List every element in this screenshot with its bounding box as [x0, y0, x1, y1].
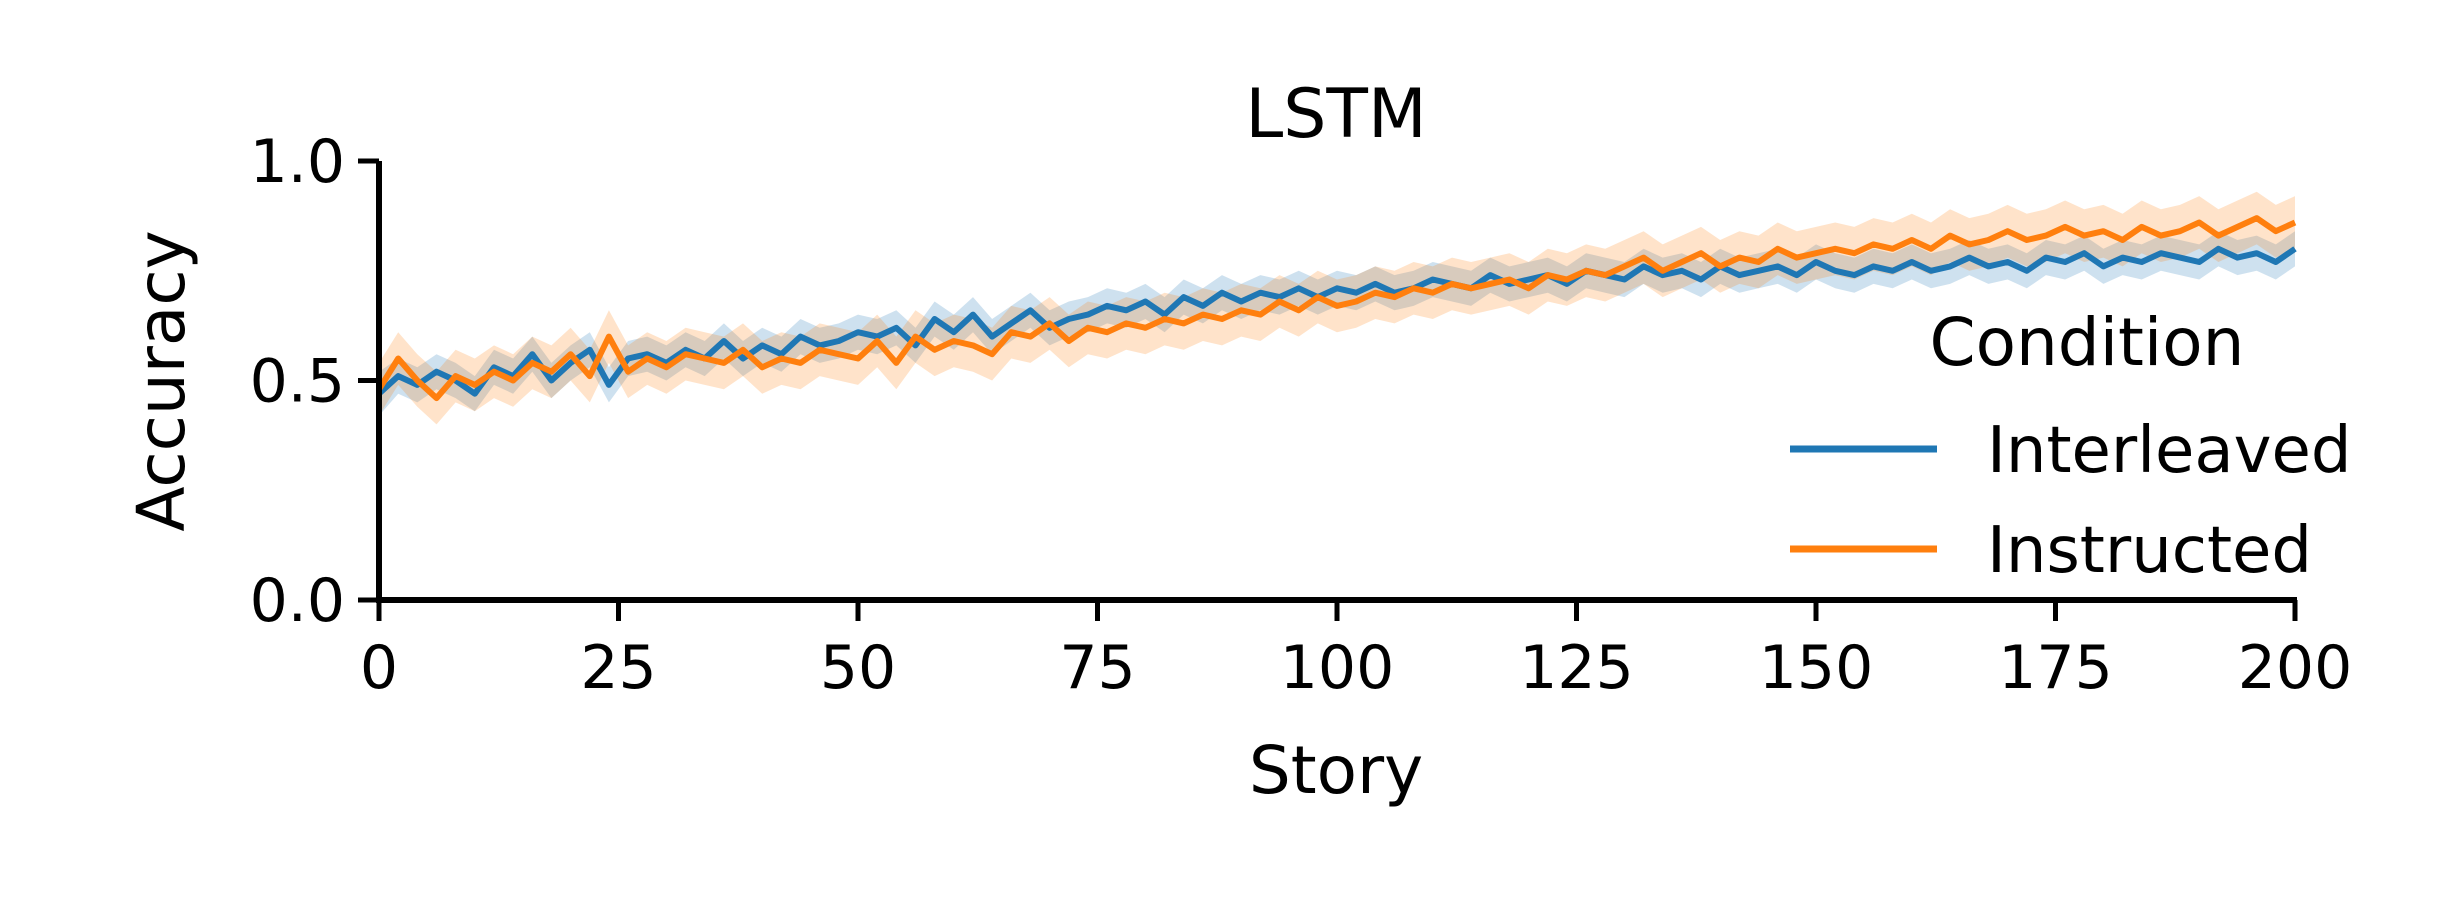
x-tick-label: 175 [1998, 633, 2113, 703]
legend-title: Condition [1930, 304, 2245, 381]
x-tick-label: 75 [1059, 633, 1135, 703]
x-tick-label: 25 [580, 633, 656, 703]
ci-band-interleaved [379, 231, 2295, 416]
legend: Condition Interleaved Instructed [1790, 304, 2351, 588]
y-tick-label: 1.0 [250, 127, 345, 197]
x-tick-label: 100 [1280, 633, 1395, 703]
series-line-instructed [376, 215, 2297, 402]
x-tick-label: 200 [2238, 633, 2353, 703]
series-lines [376, 215, 2297, 402]
x-tick-label: 150 [1759, 633, 1874, 703]
x-tick-label: 50 [820, 633, 896, 703]
legend-label-instructed: Instructed [1987, 514, 2312, 588]
y-axis-label: Accuracy [123, 230, 200, 531]
chart-title: LSTM [1245, 75, 1426, 154]
legend-label-interleaved: Interleaved [1987, 414, 2351, 488]
x-ticks: 0 25 50 75 100 125 150 175 200 [360, 600, 2352, 703]
x-tick-label: 125 [1519, 633, 1634, 703]
y-ticks: 0.0 0.5 1.0 [250, 127, 379, 636]
y-tick-label: 0.5 [250, 347, 345, 417]
x-tick-label: 0 [360, 633, 398, 703]
x-axis-label: Story [1249, 732, 1423, 809]
y-tick-label: 0.0 [250, 566, 345, 636]
